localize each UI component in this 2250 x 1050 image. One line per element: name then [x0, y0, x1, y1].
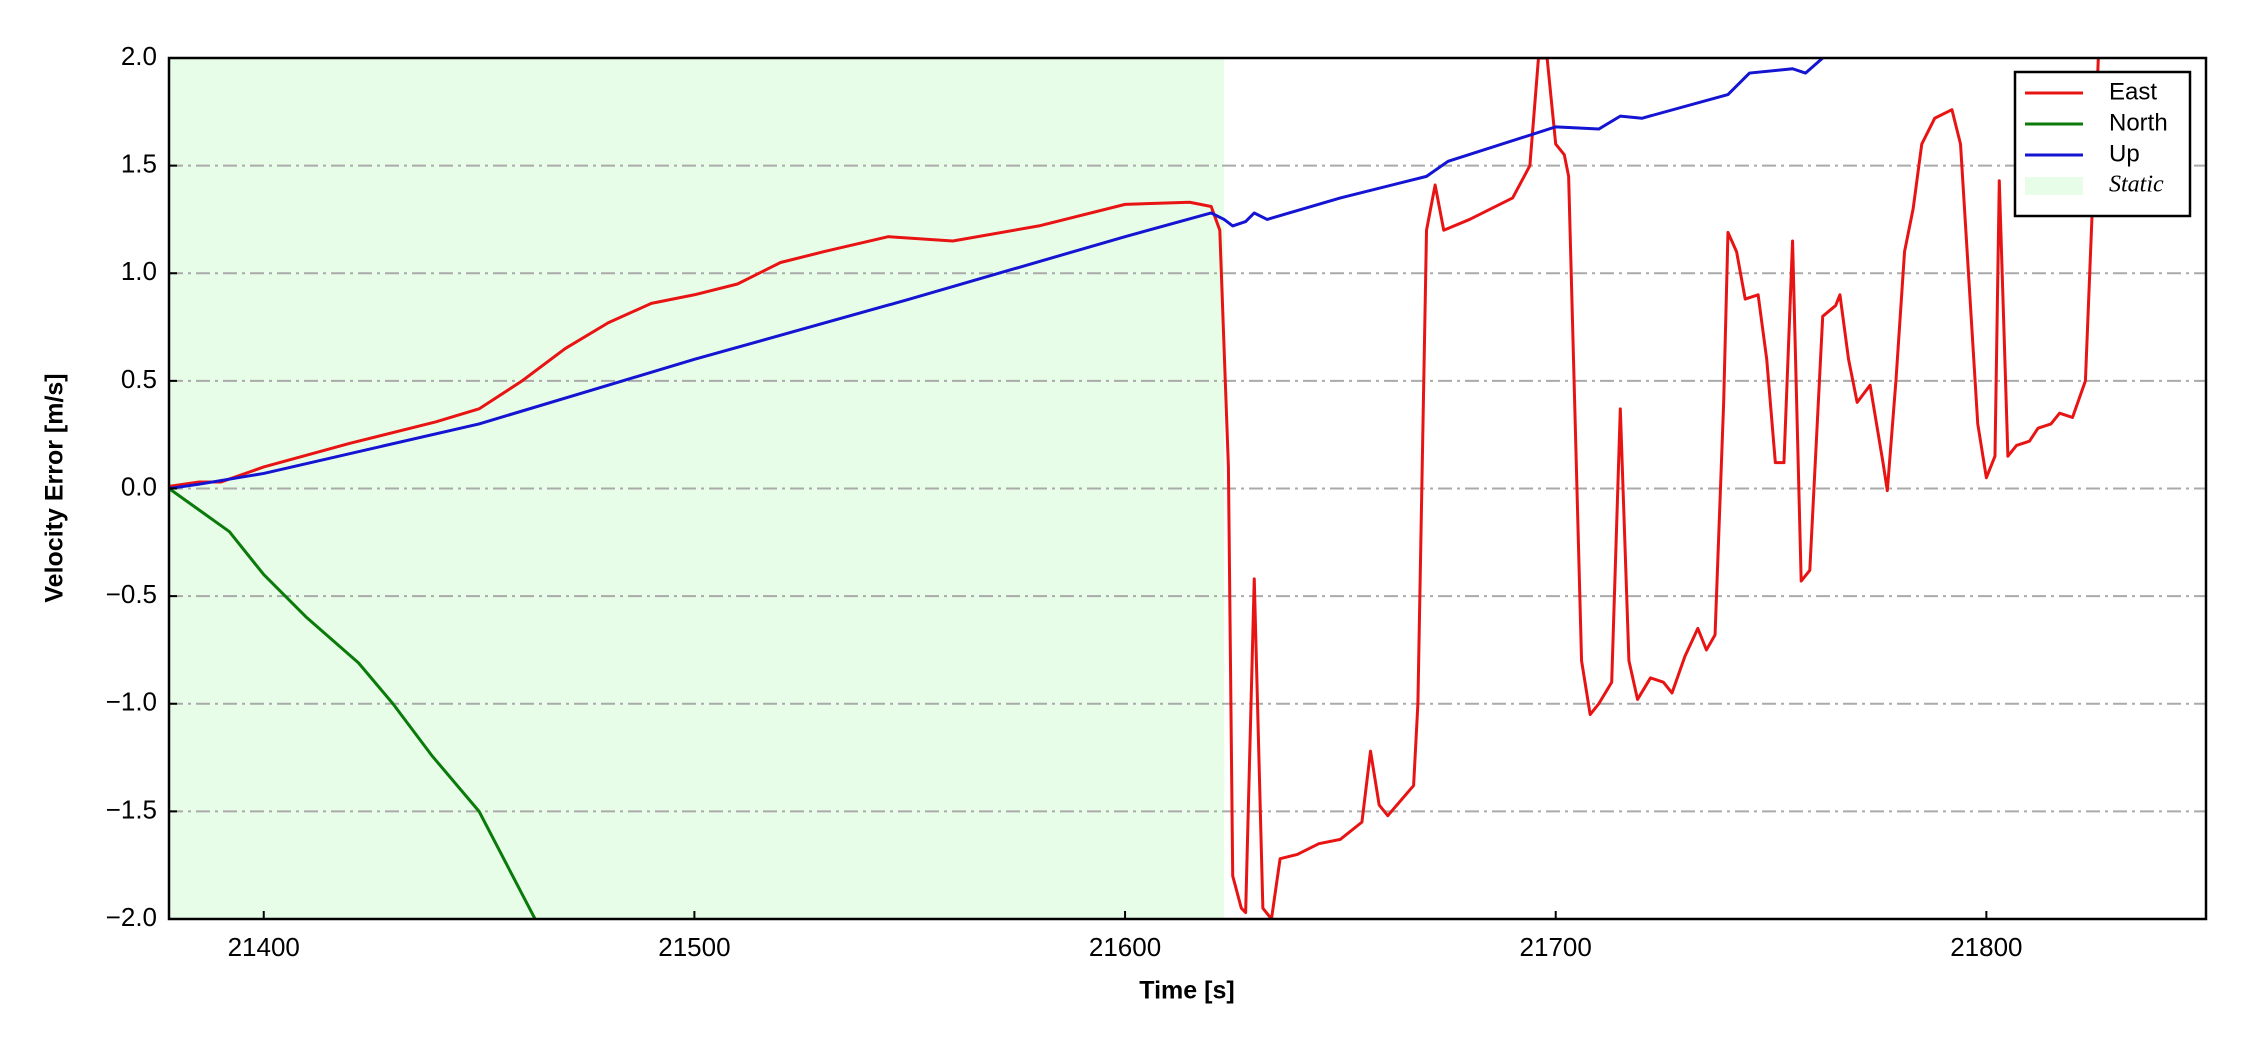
series-line [169, 58, 1824, 490]
x-axis-title: Time [s] [1139, 977, 1234, 1005]
y-tick-label: 1.5 [121, 149, 157, 179]
y-tick-label: −2.0 [106, 902, 157, 932]
legend-label: North [2109, 109, 2168, 136]
y-axis-title: Velocity Error [m/s] [41, 373, 69, 602]
y-tick-label: −0.5 [106, 579, 157, 609]
y-tick-label: −1.0 [106, 687, 157, 717]
x-tick-label: 21500 [658, 932, 730, 962]
legend-label: East [2109, 78, 2157, 105]
series-line [169, 487, 537, 919]
legend-swatch [2025, 177, 2083, 195]
y-tick-label: −1.5 [106, 794, 157, 824]
x-tick-label: 21800 [1950, 932, 2022, 962]
y-tick-label: 0.0 [121, 471, 157, 501]
x-tick-label: 21400 [228, 932, 300, 962]
y-tick-label: 0.5 [121, 364, 157, 394]
legend-label: Up [2109, 140, 2140, 167]
x-tick-label: 21700 [1520, 932, 1592, 962]
legend-label: Static [2109, 172, 2164, 198]
y-tick-label: 1.0 [121, 256, 157, 286]
series-line [169, 58, 2100, 919]
plot-area [169, 58, 2206, 919]
plot-frame [167, 56, 2208, 921]
x-tick-label: 21600 [1089, 932, 1161, 962]
y-tick-label: 2.0 [121, 41, 157, 71]
